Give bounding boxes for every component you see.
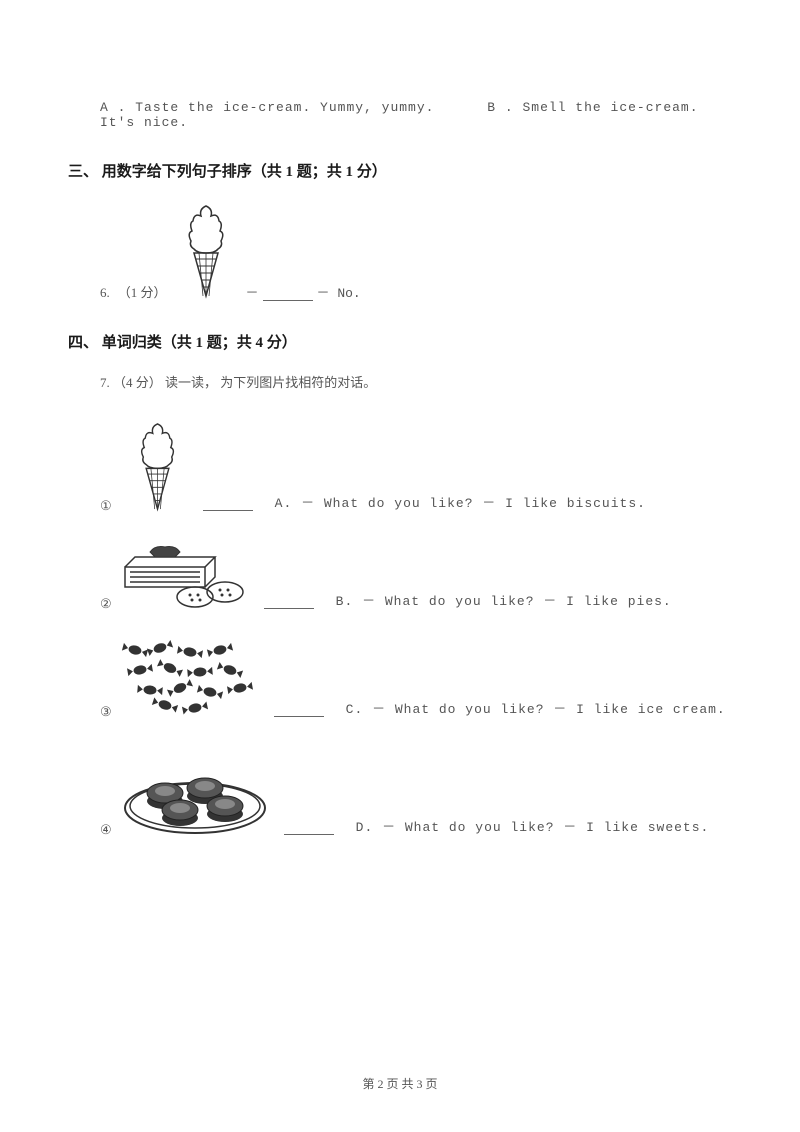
match-blank-1[interactable] (203, 497, 253, 511)
match-num-3: ③ (100, 704, 112, 720)
match-text-3: C. － What do you like? － I like ice crea… (346, 698, 726, 720)
top-options: A . Taste the ice-cream. Yummy, yummy. B… (68, 100, 732, 130)
q7-intro-text: 读一读， 为下列图片找相符的对话。 (165, 375, 376, 390)
match-text-4: D. － What do you like? － I like sweets. (356, 816, 710, 838)
match-blank-4[interactable] (284, 821, 334, 835)
match-blank-3[interactable] (274, 703, 324, 717)
match-row-4: ④ (68, 748, 732, 838)
q6-dash1: － (246, 282, 259, 301)
q7-score: （4 分） (113, 375, 162, 390)
option-b-label: B . (487, 100, 513, 115)
q6-blank[interactable] (263, 287, 313, 301)
match-blank-2[interactable] (264, 595, 314, 609)
icecream-icon (132, 419, 184, 514)
match-row-3: ③ C. － What do you like? － I (68, 640, 732, 720)
option-a-label: A . (100, 100, 126, 115)
match-row-1: ① A. － What do you like? － I like biscui… (68, 419, 732, 514)
match-text-1: A. － What do you like? － I like biscuits… (275, 492, 646, 514)
option-a-text: Taste the ice-cream. Yummy, yummy. (135, 100, 434, 115)
page-footer: 第 2 页 共 3 页 (0, 1075, 800, 1092)
q7-intro: 7. （4 分） 读一读， 为下列图片找相符的对话。 (68, 372, 732, 391)
match-num-1: ① (100, 498, 112, 514)
page-content: A . Taste the ice-cream. Yummy, yummy. B… (0, 0, 800, 838)
match-text-2: B. － What do you like? － I like pies. (336, 590, 672, 612)
question-6: 6. （1 分） － － No. (68, 201, 732, 301)
icecream-icon (179, 201, 234, 301)
section-4-title: 四、 单词归类（共 1 题；共 4 分） (68, 331, 732, 352)
q6-score: （1 分） (118, 282, 167, 301)
biscuit-icon (120, 542, 250, 612)
match-num-2: ② (100, 596, 112, 612)
sweets-icon (120, 640, 260, 720)
match-row-2: ② B. － What do you like? － I like pies. (68, 542, 732, 612)
q7-number: 7. (100, 375, 110, 390)
section-3-title: 三、 用数字给下列句子排序（共 1 题；共 1 分） (68, 160, 732, 181)
q6-number: 6. (100, 285, 110, 301)
q6-dash2: － No. (317, 282, 361, 301)
pies-icon (120, 748, 270, 838)
match-num-4: ④ (100, 822, 112, 838)
